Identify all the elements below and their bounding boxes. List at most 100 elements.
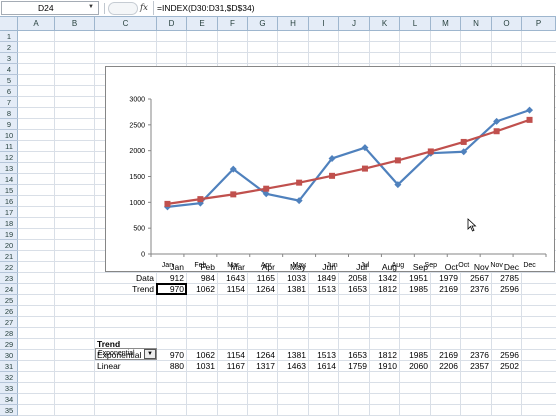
month-header-cell[interactable]: Apr	[261, 262, 275, 272]
row-header-9[interactable]: 9	[0, 119, 18, 130]
row-header-35[interactable]: 35	[0, 405, 18, 416]
trend-value-cell[interactable]: 1381	[287, 284, 306, 294]
trend-heading-cell[interactable]: Trend	[97, 339, 121, 349]
month-header-cell[interactable]: Jun	[322, 262, 336, 272]
row-header-10[interactable]: 10	[0, 130, 18, 141]
row-header-1[interactable]: 1	[0, 31, 18, 42]
trend-method-value-cell[interactable]: 2169	[439, 350, 458, 360]
trend-value-cell[interactable]: 1264	[256, 284, 275, 294]
trend-method-value-cell[interactable]: 1985	[409, 350, 428, 360]
row-header-2[interactable]: 2	[0, 42, 18, 53]
trend-value-cell[interactable]: 1062	[196, 284, 215, 294]
trend-method-value-cell[interactable]: 1031	[196, 361, 215, 371]
row-header-32[interactable]: 32	[0, 372, 18, 383]
column-header-f[interactable]: F	[218, 17, 248, 31]
trend-method-value-cell[interactable]: 1062	[196, 350, 215, 360]
trend-method-value-cell[interactable]: 1759	[348, 361, 367, 371]
row-header-25[interactable]: 25	[0, 295, 18, 306]
data-value-cell[interactable]: 912	[169, 273, 184, 283]
trend-value-cell[interactable]: 2596	[500, 284, 519, 294]
data-value-cell[interactable]: 1033	[287, 273, 306, 283]
trend-method-value-cell[interactable]: 2357	[470, 361, 489, 371]
trend-value-cell[interactable]: 2376	[470, 284, 489, 294]
row-header-30[interactable]: 30	[0, 350, 18, 361]
name-box[interactable]: D24	[1, 1, 99, 15]
trend-method-value-cell[interactable]: 1653	[348, 350, 367, 360]
trend-label-cell[interactable]: Trend	[132, 284, 154, 294]
data-value-cell[interactable]: 1979	[439, 273, 458, 283]
column-header-g[interactable]: G	[248, 17, 278, 31]
trend-value-cell[interactable]: 1653	[348, 284, 367, 294]
line-chart[interactable]: 0 500 1000 1500 2000 2500 3000 Jan Feb Mar Apr May J…	[105, 66, 555, 272]
trend-value-cell[interactable]: 970	[169, 284, 184, 294]
month-header-cell[interactable]: Oct	[444, 262, 458, 272]
trend-method-value-cell[interactable]: 2206	[439, 361, 458, 371]
column-header-m[interactable]: M	[431, 17, 461, 31]
row-header-18[interactable]: 18	[0, 218, 18, 229]
row-header-27[interactable]: 27	[0, 317, 18, 328]
data-value-cell[interactable]: 984	[200, 273, 215, 283]
row-header-34[interactable]: 34	[0, 394, 18, 405]
column-header-d[interactable]: D	[157, 17, 187, 31]
row-header-5[interactable]: 5	[0, 75, 18, 86]
row-header-19[interactable]: 19	[0, 229, 18, 240]
trend-value-cell[interactable]: 1513	[317, 284, 336, 294]
month-header-cell[interactable]: Nov	[473, 262, 489, 272]
row-header-13[interactable]: 13	[0, 163, 18, 174]
trend-method-value-cell[interactable]: 1910	[378, 361, 397, 371]
trend-value-cell[interactable]: 1985	[409, 284, 428, 294]
month-header-cell[interactable]: Dec	[503, 262, 519, 272]
row-header-8[interactable]: 8	[0, 108, 18, 119]
formula-bar-handle[interactable]	[108, 2, 138, 15]
column-header-n[interactable]: N	[461, 17, 492, 31]
row-header-24[interactable]: 24	[0, 284, 18, 295]
trend-method-value-cell[interactable]: 1513	[317, 350, 336, 360]
trend-method-value-cell[interactable]: 1381	[287, 350, 306, 360]
trend-type-dropdown[interactable]: Exponential ▼	[95, 348, 157, 360]
column-header-h[interactable]: H	[278, 17, 309, 31]
trend-method-label-cell[interactable]: Exponential	[97, 350, 142, 360]
trend-method-value-cell[interactable]: 2502	[500, 361, 519, 371]
column-header-c[interactable]: C	[95, 17, 157, 31]
trend-method-value-cell[interactable]: 880	[169, 361, 184, 371]
trend-method-value-cell[interactable]: 1812	[378, 350, 397, 360]
data-value-cell[interactable]: 1643	[226, 273, 245, 283]
data-value-cell[interactable]: 1849	[317, 273, 336, 283]
data-value-cell[interactable]: 1342	[378, 273, 397, 283]
data-label-cell[interactable]: Data	[136, 273, 154, 283]
month-header-cell[interactable]: Jan	[170, 262, 184, 272]
row-header-11[interactable]: 11	[0, 141, 18, 152]
trend-method-value-cell[interactable]: 970	[169, 350, 184, 360]
trend-method-value-cell[interactable]: 1317	[256, 361, 275, 371]
trend-method-value-cell[interactable]: 2596	[500, 350, 519, 360]
trend-method-value-cell[interactable]: 2376	[470, 350, 489, 360]
trend-value-cell[interactable]: 1812	[378, 284, 397, 294]
column-header-l[interactable]: L	[400, 17, 431, 31]
row-header-23[interactable]: 23	[0, 273, 18, 284]
data-value-cell[interactable]: 2567	[470, 273, 489, 283]
trend-method-value-cell[interactable]: 1463	[287, 361, 306, 371]
row-header-6[interactable]: 6	[0, 86, 18, 97]
row-header-33[interactable]: 33	[0, 383, 18, 394]
data-value-cell[interactable]: 2058	[348, 273, 367, 283]
row-header-3[interactable]: 3	[0, 53, 18, 64]
row-header-21[interactable]: 21	[0, 251, 18, 262]
month-header-cell[interactable]: Sep	[412, 262, 428, 272]
trend-method-value-cell[interactable]: 2060	[409, 361, 428, 371]
trend-value-cell[interactable]: 1154	[226, 284, 245, 294]
month-header-cell[interactable]: Feb	[200, 262, 215, 272]
column-header-e[interactable]: E	[187, 17, 218, 31]
row-header-22[interactable]: 22	[0, 262, 18, 273]
month-header-cell[interactable]: Mar	[230, 262, 245, 272]
trend-method-label-cell[interactable]: Linear	[97, 361, 121, 371]
data-value-cell[interactable]: 1951	[409, 273, 428, 283]
data-value-cell[interactable]: 1165	[256, 273, 275, 283]
row-header-26[interactable]: 26	[0, 306, 18, 317]
formula-input[interactable]: =INDEX(D30:D31,$D$34)	[153, 1, 555, 15]
row-header-29[interactable]: 29	[0, 339, 18, 350]
select-all-corner[interactable]	[0, 17, 18, 31]
row-header-16[interactable]: 16	[0, 196, 18, 207]
row-header-14[interactable]: 14	[0, 174, 18, 185]
month-header-cell[interactable]: Jul	[356, 262, 367, 272]
month-header-cell[interactable]: May	[289, 262, 306, 272]
